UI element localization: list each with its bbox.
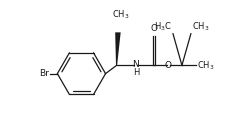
Polygon shape — [115, 32, 120, 65]
Text: N: N — [132, 60, 139, 69]
Text: Br: Br — [39, 69, 49, 78]
Text: O: O — [164, 61, 171, 70]
Text: H$_3$C: H$_3$C — [154, 21, 172, 33]
Text: CH$_3$: CH$_3$ — [112, 9, 129, 21]
Text: CH$_3$: CH$_3$ — [196, 59, 214, 72]
Text: H: H — [132, 68, 138, 77]
Text: CH$_3$: CH$_3$ — [191, 21, 208, 33]
Text: O: O — [150, 24, 156, 33]
